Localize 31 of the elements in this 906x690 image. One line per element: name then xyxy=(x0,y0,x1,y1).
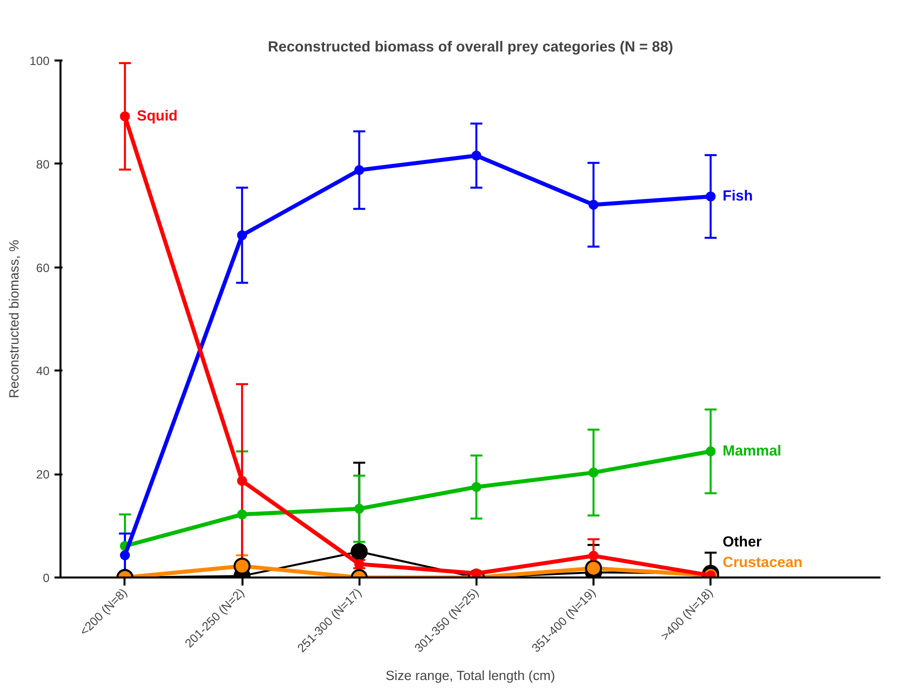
y-tick-label: 40 xyxy=(36,364,50,378)
series-label: Mammal xyxy=(722,443,782,460)
point xyxy=(706,191,716,202)
point xyxy=(706,446,716,456)
y-tick-label: 80 xyxy=(36,157,50,172)
point xyxy=(588,468,598,478)
point xyxy=(237,476,248,486)
point xyxy=(471,568,482,578)
point xyxy=(354,165,364,176)
chart-title: Reconstructed biomass of overall prey categories (N = 88) xyxy=(268,40,674,56)
y-tick-label: 100 xyxy=(29,54,50,68)
point xyxy=(471,482,482,492)
point xyxy=(234,558,251,575)
point xyxy=(471,150,482,161)
point xyxy=(354,504,364,514)
series-label: Fish xyxy=(722,188,753,204)
x-axis-title: Size range, Total length (cm) xyxy=(386,668,556,684)
point xyxy=(350,543,368,560)
point xyxy=(237,230,248,240)
point xyxy=(588,550,598,561)
series-label: Other xyxy=(722,534,762,550)
point xyxy=(588,200,598,210)
series-label: Squid xyxy=(136,108,178,124)
y-axis-title: Reconstructed biomass, % xyxy=(6,240,22,398)
point xyxy=(120,111,130,122)
point xyxy=(120,550,130,560)
y-tick-label: 0 xyxy=(42,571,50,585)
y-tick-label: 60 xyxy=(36,260,50,275)
series-label: Crustacean xyxy=(722,555,803,572)
point xyxy=(237,509,248,520)
y-tick-label: 20 xyxy=(36,468,50,482)
